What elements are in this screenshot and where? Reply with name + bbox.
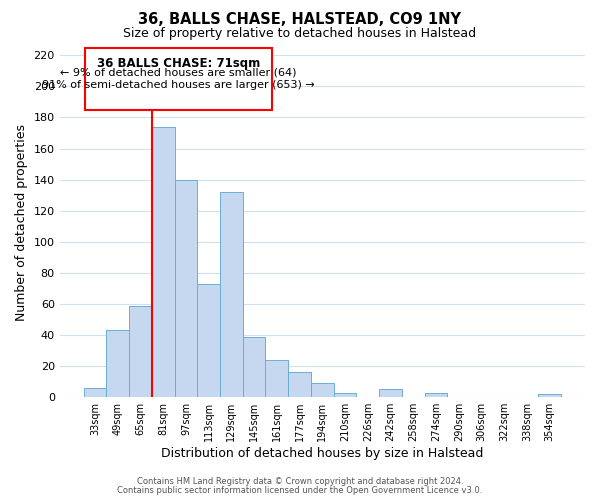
Bar bbox=[425, 392, 448, 397]
Text: Size of property relative to detached houses in Halstead: Size of property relative to detached ho… bbox=[124, 28, 476, 40]
Bar bbox=[538, 394, 561, 397]
Bar bbox=[265, 360, 288, 397]
Bar bbox=[220, 192, 243, 397]
Text: Contains HM Land Registry data © Crown copyright and database right 2024.: Contains HM Land Registry data © Crown c… bbox=[137, 477, 463, 486]
Bar bbox=[175, 180, 197, 397]
Text: ← 9% of detached houses are smaller (64): ← 9% of detached houses are smaller (64) bbox=[60, 68, 297, 78]
Bar bbox=[311, 383, 334, 397]
Bar bbox=[197, 284, 220, 397]
Bar bbox=[106, 330, 129, 397]
Text: Contains public sector information licensed under the Open Government Licence v3: Contains public sector information licen… bbox=[118, 486, 482, 495]
Text: 36, BALLS CHASE, HALSTEAD, CO9 1NY: 36, BALLS CHASE, HALSTEAD, CO9 1NY bbox=[139, 12, 461, 28]
Bar bbox=[243, 336, 265, 397]
Bar bbox=[129, 306, 152, 397]
FancyBboxPatch shape bbox=[85, 48, 272, 110]
Text: 36 BALLS CHASE: 71sqm: 36 BALLS CHASE: 71sqm bbox=[97, 57, 260, 70]
Y-axis label: Number of detached properties: Number of detached properties bbox=[15, 124, 28, 321]
Bar bbox=[152, 127, 175, 397]
Bar bbox=[379, 390, 402, 397]
X-axis label: Distribution of detached houses by size in Halstead: Distribution of detached houses by size … bbox=[161, 447, 484, 460]
Bar bbox=[83, 388, 106, 397]
Text: 91% of semi-detached houses are larger (653) →: 91% of semi-detached houses are larger (… bbox=[42, 80, 315, 90]
Bar bbox=[288, 372, 311, 397]
Bar bbox=[334, 392, 356, 397]
